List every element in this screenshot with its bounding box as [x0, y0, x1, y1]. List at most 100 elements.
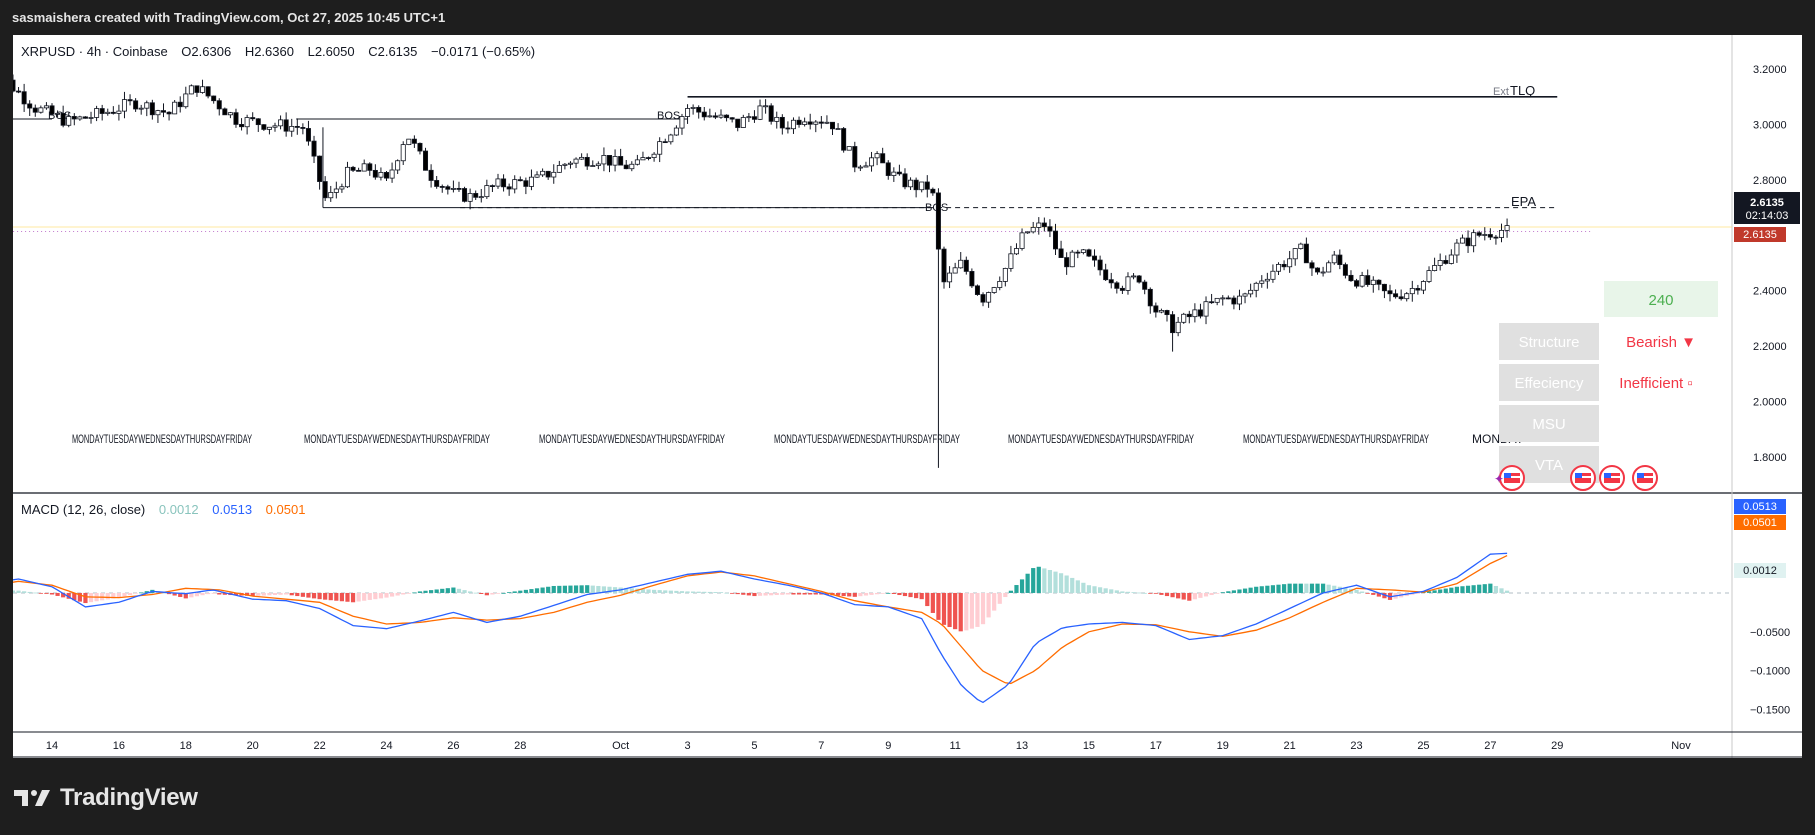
macd-hist-bar: [451, 587, 456, 593]
candle-body: [818, 121, 824, 124]
candle-body: [60, 112, 66, 126]
candle-body: [127, 99, 133, 102]
candle-body: [1387, 290, 1393, 295]
price-pane[interactable]: [13, 35, 1732, 492]
candle-body: [417, 142, 423, 152]
candle-body: [623, 164, 629, 170]
macd-hist-bar: [133, 592, 138, 594]
candle-body: [1303, 243, 1309, 264]
macd-hist-bar: [468, 591, 473, 593]
candle-body: [1493, 236, 1499, 239]
macd-hist-bar: [1125, 591, 1131, 593]
us-flag-event-icon[interactable]: [1632, 465, 1658, 491]
signal-tag: [1734, 515, 1786, 530]
chart-area[interactable]: XRPUSD · 4h · Coinbase O2.6306 H2.6360 L…: [0, 35, 1802, 758]
candle-body: [333, 188, 339, 193]
macd-hist-bar: [33, 592, 38, 594]
macd-hist-bar: [328, 592, 333, 601]
candle-body: [110, 111, 116, 114]
close-price-tag: [1734, 227, 1786, 242]
macd-hist-bar: [640, 589, 646, 593]
macd-hist-bar: [1114, 590, 1119, 593]
structure-label: Structure: [1519, 334, 1580, 351]
candle-body: [701, 111, 707, 118]
macd-hist-bar: [969, 592, 974, 629]
candle-body: [367, 163, 373, 171]
macd-hist-bar: [1337, 586, 1342, 593]
macd-hist-bar: [1321, 583, 1326, 593]
macd-hist-bar: [880, 592, 885, 594]
candle-body: [194, 85, 200, 93]
macd-hist-bar: [713, 592, 718, 593]
macd-hist-bar: [1176, 592, 1181, 599]
event-flags[interactable]: ✦: [1494, 465, 1658, 491]
macd-hist-bar: [350, 592, 356, 603]
us-flag-event-icon[interactable]: [1599, 465, 1625, 491]
candle-body: [969, 271, 975, 287]
macd-hist-bar: [646, 589, 651, 593]
macd-hist-bar: [1365, 592, 1370, 594]
candle-body: [1203, 301, 1209, 317]
macd-hist-bar: [534, 588, 540, 593]
candle-body: [902, 173, 908, 188]
macd-hist-bar: [189, 592, 194, 598]
macd-hist-bar: [663, 590, 668, 593]
candle-body: [913, 179, 919, 191]
day-label-5: MONDAYTUESDAYWEDNESDAYTHURSDAYFRIDAY: [1008, 432, 1194, 446]
us-flag-event-icon[interactable]: [1570, 465, 1596, 491]
macd-hist-bar: [1254, 586, 1259, 593]
candle-body: [567, 162, 573, 165]
price-tick-label: 2.0000: [1753, 396, 1787, 408]
macd-hist-bar: [440, 588, 445, 593]
time-tick-label: 21: [1284, 740, 1296, 752]
candle-body: [38, 107, 44, 113]
macd-hist-bar: [222, 592, 227, 595]
macd-hist-bar: [1293, 583, 1298, 593]
candle-body: [43, 105, 49, 109]
last-price-tag: [1734, 192, 1800, 224]
candle-body: [746, 116, 752, 119]
macd-hist-bar: [1075, 580, 1080, 593]
candle-body: [852, 146, 858, 168]
macd-hist-bar: [1248, 587, 1253, 593]
candle-body: [1292, 248, 1298, 260]
candle-body: [1125, 276, 1131, 291]
high-value: 2.6360: [254, 44, 294, 59]
macd-hist-bar: [1203, 592, 1209, 597]
vta-label: VTA: [1535, 457, 1563, 474]
candle-body: [690, 106, 696, 109]
candle-body: [445, 186, 451, 190]
candle-body: [1025, 231, 1031, 234]
time-tick-label: Nov: [1671, 740, 1691, 752]
candle-body: [885, 162, 891, 176]
candle-body: [830, 121, 836, 130]
time-tick-label: 27: [1484, 740, 1496, 752]
candle-body: [1209, 301, 1215, 304]
day-label-2: MONDAYTUESDAYWEDNESDAYTHURSDAYFRIDAY: [304, 432, 490, 446]
candle-body: [1075, 251, 1081, 254]
candle-body: [211, 95, 217, 102]
macd-hist-bar: [1226, 591, 1231, 593]
macd-hist-bar: [178, 592, 183, 597]
us-flag-event-icon[interactable]: [1499, 465, 1525, 491]
candle-body: [1354, 280, 1360, 287]
macd-hist-bar: [211, 592, 216, 594]
macd-hist-bar: [702, 591, 707, 593]
macd-hist-bar: [941, 592, 947, 625]
candle-body: [456, 188, 462, 190]
candle-body: [501, 178, 507, 188]
candle-body: [1053, 230, 1059, 250]
candle-body: [1309, 262, 1315, 269]
candle-body: [896, 171, 902, 175]
candle-body: [980, 294, 986, 303]
macd-hist-bar: [523, 589, 528, 593]
macd-hist-bar: [1109, 589, 1114, 593]
candle-body: [105, 111, 111, 114]
sparkle-icon[interactable]: ✦: [1494, 472, 1504, 486]
ext-label: Ext: [1493, 86, 1509, 98]
macd-tick-label: −0.0500: [1750, 627, 1790, 639]
price-tick-label: 3.0000: [1753, 120, 1787, 132]
countdown-value: 02:14:03: [1746, 210, 1789, 222]
chart-svg[interactable]: XRPUSD · 4h · Coinbase O2.6306 H2.6360 L…: [0, 35, 1802, 758]
macd-hist-bar: [1003, 592, 1008, 598]
